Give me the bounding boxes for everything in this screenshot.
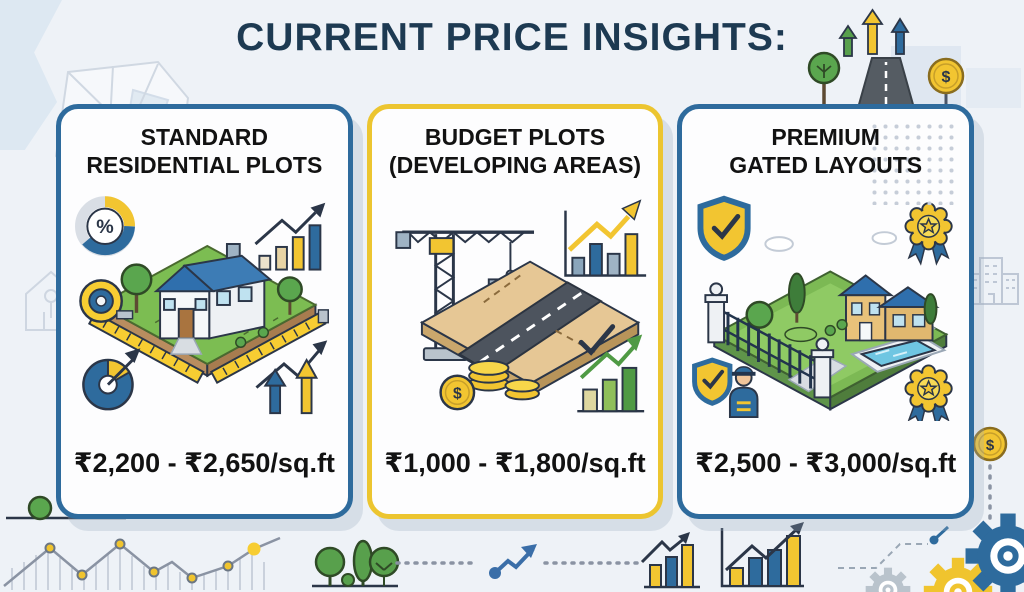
up-arrows-bar-icon (255, 340, 328, 415)
money-coins-icon: $ (439, 360, 540, 411)
card-premium-gated-layouts: PREMIUM GATED LAYOUTS (677, 104, 975, 519)
card-title-line1: BUDGET PLOTS (424, 124, 606, 150)
award-rosette-icon (904, 364, 954, 421)
percent-donut-icon: % (75, 196, 136, 257)
price-cards: STANDARD RESIDENTIAL PLOTS % (56, 104, 975, 519)
garden-trees-icon (745, 272, 938, 343)
card-title-line2: (DEVELOPING AREAS) (388, 152, 642, 179)
pie-chart-arrow-icon (82, 348, 141, 411)
card-title-line1: PREMIUM (771, 124, 880, 150)
measuring-tape-icon (79, 279, 329, 384)
swimming-pool-icon (849, 323, 947, 373)
cloud-icon (764, 236, 795, 252)
standard-plot-illustration: % (75, 196, 329, 415)
page-title: CURRENT PRICE INSIGHTS: (236, 16, 788, 59)
dollar-coin-icon: $ (972, 426, 1008, 521)
card-title: STANDARD RESIDENTIAL PLOTS (67, 123, 342, 185)
price-range: ₹1,000 - ₹1,800/sq.ft (384, 448, 646, 478)
bar-chart-arrow-decoration (640, 532, 700, 589)
up-arrows-icon (838, 8, 910, 57)
gears-decoration (838, 506, 1024, 592)
premium-layout-illustration (692, 195, 954, 421)
cloud-icon (871, 231, 898, 245)
checkmark-icon (578, 324, 615, 356)
villa-icon (837, 274, 940, 342)
growth-bar-chart-icon (254, 202, 326, 271)
empty-plot-road-icon (419, 260, 640, 398)
dollar-coin-sign-icon: $ (927, 57, 965, 110)
green-growth-chart-icon (576, 334, 644, 413)
card-title-line1: STANDARD (140, 124, 268, 150)
card-title-line2: RESIDENTIAL PLOTS (86, 152, 323, 179)
tree-icon (807, 51, 841, 106)
bar-chart-yellow-arrow-icon (563, 199, 646, 277)
line-chart-decoration (3, 536, 281, 590)
card-title: PREMIUM GATED LAYOUTS (688, 123, 963, 185)
award-rosette-icon (904, 202, 954, 265)
gate-fence-icon (704, 282, 835, 399)
trees-decoration (312, 539, 400, 588)
price-range: ₹2,500 - ₹3,000/sq.ft (695, 448, 957, 478)
card-standard-residential-plots: STANDARD RESIDENTIAL PLOTS % (56, 104, 353, 519)
gear-icon (966, 514, 1024, 592)
gear-icon (866, 568, 911, 592)
card-budget-plots: BUDGET PLOTS (DEVELOPING AREAS) (366, 104, 664, 519)
security-guard-shield-icon (692, 357, 759, 419)
budget-plot-illustration: $ (395, 199, 646, 413)
highlight-point (247, 542, 261, 556)
shield-check-icon (697, 195, 751, 261)
house-icon (153, 243, 273, 355)
bar-chart-arrow-large-decoration (720, 522, 804, 588)
dot-grid-decoration (869, 121, 958, 205)
building-silhouette (966, 68, 1021, 108)
dashed-trend-arrow-decoration (395, 544, 643, 579)
price-range: ₹2,200 - ₹2,650/sq.ft (73, 448, 335, 478)
dollar-label: $ (942, 69, 951, 86)
card-title-line2: GATED LAYOUTS (729, 152, 923, 179)
dollar-label: $ (986, 437, 995, 454)
dollar-label: $ (453, 385, 462, 402)
percent-label: % (96, 216, 113, 238)
card-title: BUDGET PLOTS (DEVELOPING AREAS) (378, 123, 653, 185)
